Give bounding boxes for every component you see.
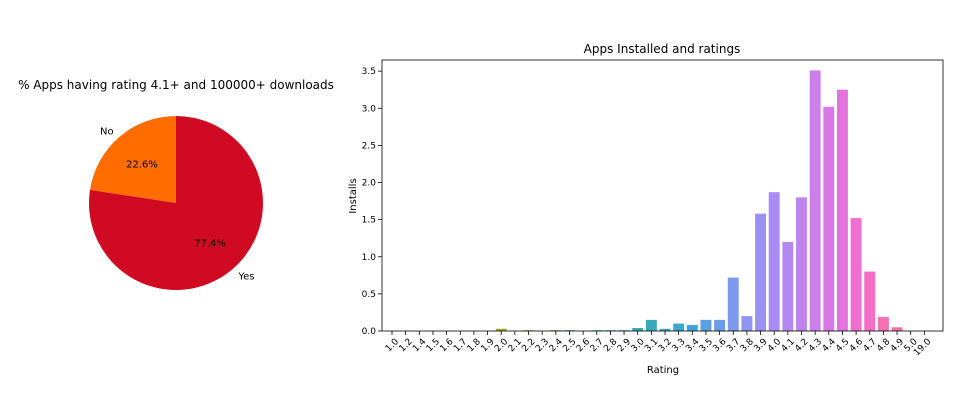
y-tick-label: 3.0: [362, 104, 377, 114]
bar-4.6: [850, 218, 862, 331]
bar-chart: Apps Installed and ratings 0.0 0.5 1.0 1.5 2…: [348, 42, 944, 376]
y-tick-label: 1.5: [362, 216, 376, 226]
pie-label-no: No: [100, 126, 114, 137]
pie-label-yes: Yes: [237, 272, 254, 283]
bar-3.3: [673, 323, 685, 331]
bar-3.0: [632, 328, 644, 331]
pie-pct-label-yes: 77.4%: [194, 239, 226, 250]
bar-4.5: [836, 89, 848, 331]
bar-4.9: [891, 327, 903, 331]
bar-4.7: [864, 271, 876, 331]
y-tick-label: 0.5: [362, 290, 376, 300]
pie-pct-label-no: 22.6%: [126, 159, 158, 170]
bar-4.2: [796, 197, 807, 331]
y-tick-label: 2.5: [362, 141, 376, 151]
bar-4.1: [782, 241, 794, 331]
pie-labels: 22.6% No 77.4% Yes: [100, 126, 255, 282]
y-axis-ticks: 0.0 0.5 1.0 1.5 2.0 2.5 3.0 3.5: [362, 67, 382, 337]
x-axis-ticks: 1.01.21.41.51.61.71.81.92.02.12.22.32.42…: [384, 331, 934, 358]
bar-3.6: [714, 319, 726, 331]
bar-3.1: [645, 319, 657, 331]
bar-3.4: [686, 325, 698, 331]
pie-slice-no: [89, 116, 176, 203]
bar-4.4: [823, 106, 835, 331]
pie-slice-yes: [89, 116, 263, 291]
bar-3.7: [727, 277, 739, 331]
bar-4.3: [809, 70, 821, 331]
y-tick-label: 3.5: [362, 67, 376, 77]
bar-4.8: [877, 316, 889, 331]
bar-title: Apps Installed and ratings: [584, 42, 741, 56]
bar-3.2: [659, 328, 671, 331]
y-tick-label: 1.0: [362, 253, 377, 263]
bar-2.0: [495, 328, 507, 331]
pie-slices: [89, 116, 263, 291]
y-tick-label: 2.0: [362, 179, 377, 189]
plot-frame: [381, 59, 944, 332]
pie-chart: % Apps having rating 4.1+ and 100000+ do…: [18, 78, 334, 291]
y-axis-label: Installs: [348, 178, 359, 213]
bar-3.8: [741, 316, 753, 331]
bar-4.0: [768, 192, 780, 331]
x-axis-label: Rating: [647, 365, 679, 376]
bar-3.5: [700, 319, 712, 331]
bars: [495, 70, 903, 331]
pie-title: % Apps having rating 4.1+ and 100000+ do…: [18, 78, 334, 92]
bar-3.9: [755, 213, 767, 331]
y-tick-label: 0.0: [362, 327, 377, 337]
